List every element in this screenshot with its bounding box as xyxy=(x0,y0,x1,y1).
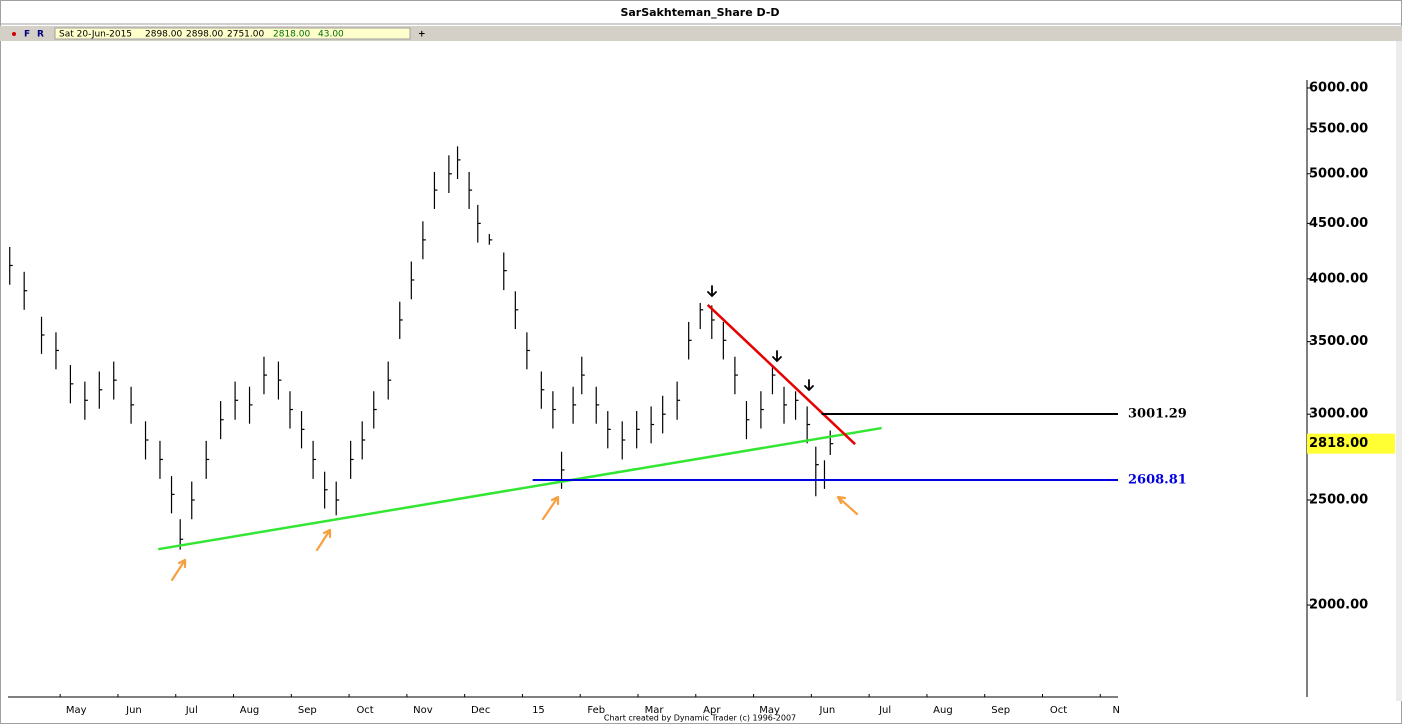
arrow xyxy=(170,558,187,582)
x-tick-label: Sep xyxy=(298,705,317,716)
quote-value: 2898.00 xyxy=(186,30,223,40)
x-tick-label: Nov xyxy=(413,705,433,716)
toolbar-flag: R xyxy=(37,30,44,40)
x-tick-label: Feb xyxy=(587,705,605,716)
x-tick-label: Sep xyxy=(991,705,1010,716)
x-tick-label: Mar xyxy=(645,705,665,716)
x-tick-label: Aug xyxy=(933,705,953,716)
quote-value: 2818.00 xyxy=(273,30,310,40)
arrow xyxy=(804,379,814,392)
quote-value: 43.00 xyxy=(318,30,344,40)
x-tick-label: Aug xyxy=(240,705,260,716)
x-tick-label: Jul xyxy=(878,705,891,716)
quote-date: Sat 20-Jun-2015 xyxy=(59,30,132,40)
x-tick-label: Jun xyxy=(819,705,836,716)
last-price-label: 2818.00 xyxy=(1309,436,1368,451)
quote-box xyxy=(54,27,411,40)
y-tick-label: 2000.00 xyxy=(1309,598,1368,613)
x-tick-label: Oct xyxy=(1050,705,1067,716)
quote-value: 2751.00 xyxy=(227,30,264,40)
y-tick-label: 4500.00 xyxy=(1309,216,1368,231)
quote-value: 2898.00 xyxy=(145,30,182,40)
credit: Chart created by Dynamic Trader (c) 1996… xyxy=(604,714,796,723)
y-tick-label: 3500.00 xyxy=(1309,334,1368,349)
toolbar-add[interactable]: + xyxy=(418,30,426,40)
status-dot xyxy=(12,32,16,36)
arrow xyxy=(836,495,859,516)
arrow xyxy=(772,350,782,363)
toolbar-flag: F xyxy=(24,30,30,40)
y-tick-label: 2500.00 xyxy=(1309,493,1368,508)
y-tick-label: 4000.00 xyxy=(1309,271,1368,286)
arrow xyxy=(315,528,332,552)
x-tick-label: N xyxy=(1113,705,1120,716)
trendline xyxy=(706,304,856,446)
arrow xyxy=(707,285,717,298)
scrollbar[interactable] xyxy=(1396,41,1402,701)
x-tick-label: Dec xyxy=(471,705,490,716)
x-tick-label: Jul xyxy=(185,705,198,716)
y-tick-label: 5500.00 xyxy=(1309,121,1368,136)
level-label: 2608.81 xyxy=(1128,472,1187,487)
x-tick-label: Oct xyxy=(356,705,373,716)
last-price-box xyxy=(1307,433,1395,454)
x-tick-label: May xyxy=(759,705,780,716)
level-label: 3001.29 xyxy=(1128,407,1187,422)
x-tick-label: 15 xyxy=(532,705,545,716)
trendline xyxy=(158,426,882,551)
x-tick-label: Apr xyxy=(703,705,721,716)
x-tick-label: May xyxy=(66,705,87,716)
y-tick-label: 5000.00 xyxy=(1309,166,1368,181)
annotation-arrows xyxy=(170,285,859,582)
y-tick-label: 6000.00 xyxy=(1309,80,1368,95)
chart-title: SarSakhteman_Share D-D xyxy=(620,6,779,19)
arrow xyxy=(541,495,560,521)
y-tick-label: 3000.00 xyxy=(1309,407,1368,422)
x-tick-label: Jun xyxy=(125,705,142,716)
